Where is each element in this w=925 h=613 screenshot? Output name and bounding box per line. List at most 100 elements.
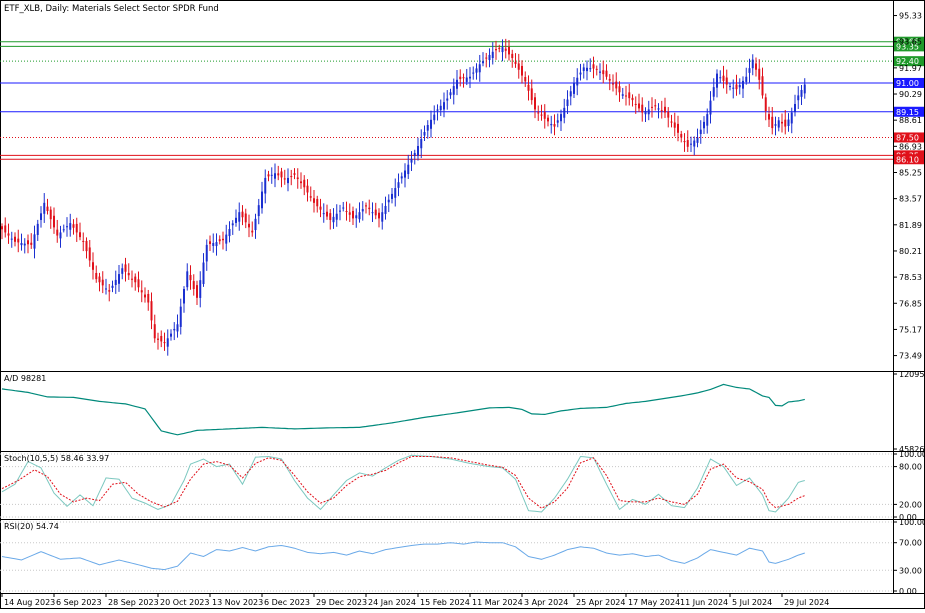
candle-body: [46, 206, 49, 212]
candle-body: [176, 324, 179, 332]
candle-body: [430, 119, 432, 129]
candle-body: [634, 103, 637, 105]
price-tick-label: 80.21: [899, 247, 922, 256]
candle-body: [569, 91, 572, 97]
candle-body: [423, 132, 426, 136]
candle-body: [88, 247, 91, 261]
rsi-line: [1, 541, 805, 571]
candle-body: [618, 86, 621, 93]
candle-body: [238, 212, 241, 222]
candle-body: [621, 94, 624, 96]
candle-body: [127, 272, 130, 276]
price-tick-label: 73.49: [899, 352, 922, 361]
candle-body: [511, 53, 514, 59]
candle-body: [199, 280, 202, 298]
candle-body: [355, 215, 358, 219]
candle-body: [160, 335, 163, 342]
candle-body: [410, 158, 413, 163]
candle-body: [660, 110, 663, 112]
candle-body: [43, 202, 46, 214]
candle-body: [1, 226, 3, 230]
candle-body: [66, 226, 68, 228]
candle-body: [235, 217, 237, 223]
candle-body: [147, 293, 150, 303]
candle-body: [755, 63, 757, 70]
candle-body: [329, 213, 332, 220]
price-tick-label: 75.17: [899, 325, 922, 334]
candle-body: [231, 223, 234, 226]
candle-body: [576, 77, 579, 86]
candle-body: [462, 77, 465, 79]
candle-body: [374, 209, 377, 216]
candle-body: [196, 285, 198, 298]
candle-body: [556, 120, 559, 123]
candle-body: [709, 100, 712, 115]
candle-body: [602, 70, 605, 75]
candle-body: [303, 179, 306, 188]
candle-body: [361, 209, 364, 212]
level-badge: [894, 132, 924, 143]
chart-title: ETF_XLB, Daily: Materials Select Sector …: [4, 4, 219, 14]
time-tick-label: 6 Dec 2023: [264, 598, 310, 607]
candle-body: [677, 123, 679, 133]
candle-body: [98, 276, 101, 283]
candle-body: [475, 68, 478, 73]
candle-body: [706, 114, 709, 126]
candle-body: [290, 176, 293, 178]
candle-body: [667, 111, 670, 118]
candle-body: [313, 198, 315, 203]
candle-body: [261, 191, 263, 209]
candle-body: [582, 67, 585, 71]
indicator-tick-label: 0.00: [899, 513, 917, 522]
candle-body: [339, 210, 341, 212]
candle-body: [498, 47, 501, 49]
candle-body: [114, 279, 117, 286]
candle-body: [644, 110, 647, 115]
candle-body: [712, 87, 715, 97]
candle-body: [690, 143, 692, 145]
candle-body: [33, 234, 36, 249]
candle-body: [485, 57, 488, 59]
candle-body: [758, 68, 761, 80]
candle-body: [400, 176, 403, 179]
candle-body: [108, 290, 111, 292]
candle-body: [53, 215, 55, 228]
candle-body: [218, 239, 221, 242]
candle-body: [36, 223, 39, 235]
candle-body: [803, 84, 806, 94]
candle-body: [699, 129, 702, 135]
candle-body: [40, 213, 42, 220]
candle-body: [491, 51, 494, 59]
time-tick-label: 28 Sep 2023: [108, 598, 159, 607]
candle-body: [225, 234, 228, 244]
candle-body: [436, 109, 439, 111]
candle-body: [722, 75, 725, 81]
candle-body: [342, 207, 345, 209]
candle-body: [371, 212, 374, 214]
candle-body: [443, 102, 445, 110]
candle-body: [267, 174, 270, 177]
candle-body: [777, 120, 780, 128]
candle-body: [716, 73, 718, 88]
candle-body: [420, 139, 423, 149]
time-tick-label: 24 Jan 2024: [368, 598, 416, 607]
candle-body: [664, 106, 666, 113]
indicator-tick-label: 100.00: [899, 518, 925, 527]
level-label: 92.40: [896, 57, 919, 66]
candle-body: [794, 103, 796, 113]
indicator-tick-label: 20.00: [899, 500, 922, 509]
candle-body: [553, 124, 556, 127]
candle-body: [404, 170, 406, 178]
candle-body: [49, 209, 52, 220]
indicator-tick-label: 45826: [899, 445, 924, 454]
candle-body: [202, 262, 205, 285]
candle-body: [638, 103, 640, 109]
price-tick-label: 86.93: [899, 142, 922, 151]
candle-body: [75, 223, 78, 233]
price-tick-label: 93.65: [899, 38, 922, 47]
candle-body: [179, 306, 182, 327]
level-label: 89.15: [896, 108, 919, 117]
candle-body: [166, 338, 169, 347]
candle-body: [326, 211, 328, 217]
